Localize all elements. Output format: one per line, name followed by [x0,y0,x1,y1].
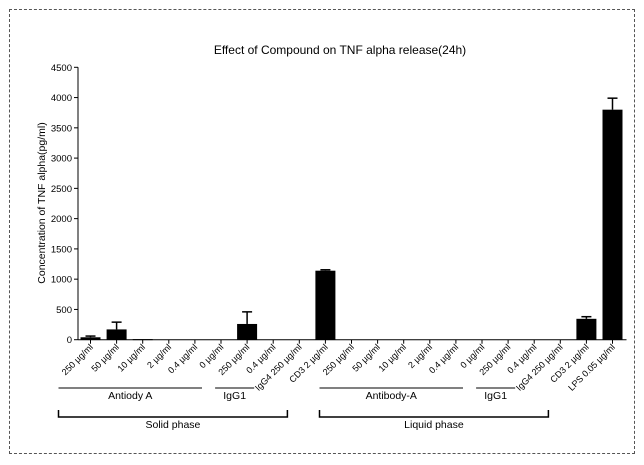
group-label: Antiody A [108,390,152,402]
bar [576,318,597,340]
x-tick-label: LPS 0.05 µg/ml [566,342,617,393]
group-label: Antibody-A [366,390,417,402]
bar [602,109,623,340]
x-tick-label: 50 µg/ml [89,342,121,374]
group-label: IgG1 [223,390,246,402]
x-tick-label: 10 µg/ml [377,342,409,374]
x-tick-label: 10 µg/ml [116,342,148,374]
y-tick-label: 2000 [51,214,72,225]
y-tick-label: 3500 [51,123,72,134]
y-tick-label: 3000 [51,154,72,165]
phase-bracket [57,410,289,418]
x-tick-label: 50 µg/ml [350,342,382,374]
x-tick-label: 250 µg/ml [60,342,95,377]
y-tick-label: 1500 [51,244,72,255]
bar [106,329,127,340]
bar [80,337,101,340]
bar [132,339,153,341]
phase-label: Liquid phase [404,419,464,431]
chart-title: Effect of Compound on TNF alpha release(… [214,43,466,57]
bar [237,323,258,340]
figure-frame [9,9,635,454]
y-tick-label: 4000 [51,93,72,104]
phase-bracket [318,410,550,418]
phase-label: Solid phase [146,419,201,431]
y-tick-label: 2500 [51,184,72,195]
y-tick-label: 0 [67,335,72,346]
bar [315,270,336,340]
y-tick-label: 1000 [51,275,72,286]
y-axis-label: Concentration of TNF alpha(pg/ml) [36,122,48,283]
y-tick-label: 500 [56,305,72,316]
y-tick-label: 4500 [51,63,72,74]
group-label: IgG1 [484,390,507,402]
